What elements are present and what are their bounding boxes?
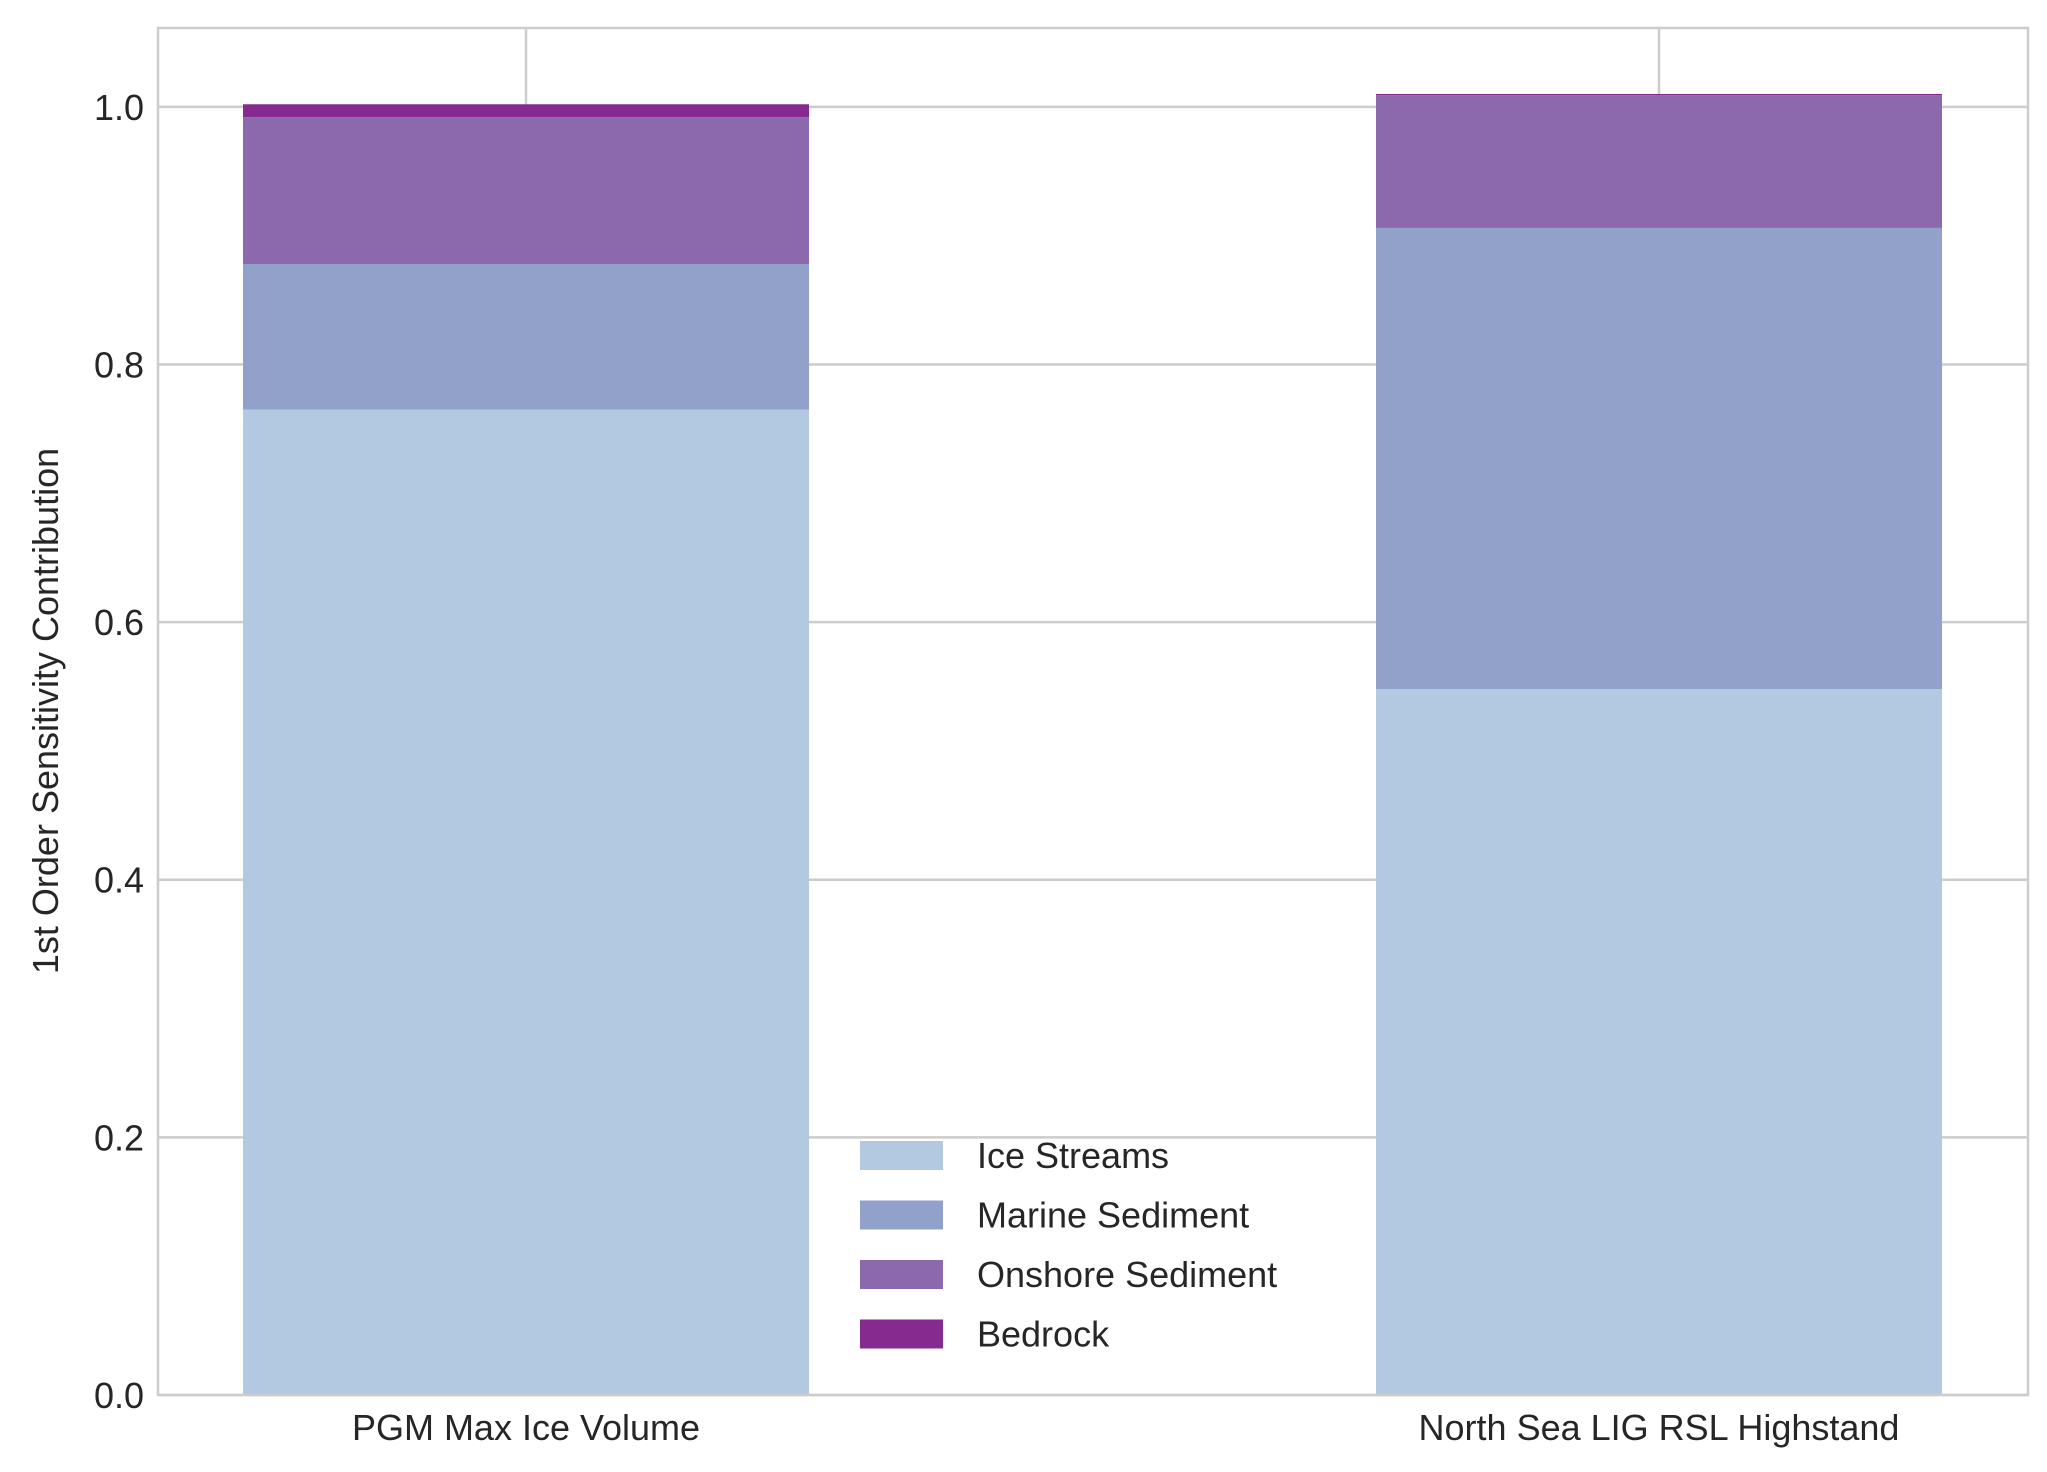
legend-swatch <box>860 1200 943 1230</box>
bars <box>243 93 1942 1395</box>
bar-segment <box>1376 95 1942 228</box>
y-tick-label: 0.6 <box>94 602 144 643</box>
y-tick-label: 0.0 <box>94 1375 144 1416</box>
bar-segment <box>243 409 809 1395</box>
bar-segment <box>1376 227 1942 690</box>
legend-label: Ice Streams <box>977 1135 1169 1176</box>
legend-label: Bedrock <box>977 1314 1110 1355</box>
legend-swatch <box>860 1141 943 1170</box>
x-tick-label: North Sea LIG RSL Highstand <box>1419 1407 1900 1448</box>
bar-segment <box>243 263 809 410</box>
bar-segment <box>243 104 809 118</box>
y-tick-label: 0.8 <box>94 344 144 385</box>
legend-swatch <box>860 1260 943 1289</box>
y-tick-label: 0.4 <box>94 860 144 901</box>
bar-segment <box>1376 689 1942 1395</box>
y-tick-label: 1.0 <box>94 87 144 128</box>
y-tick-labels: 0.0 0.2 0.4 0.6 0.8 1.0 <box>94 87 144 1416</box>
legend-label: Onshore Sediment <box>977 1254 1277 1295</box>
x-tick-label: PGM Max Ice Volume <box>352 1407 700 1448</box>
y-tick-label: 0.2 <box>94 1117 144 1158</box>
legend-label: Marine Sediment <box>977 1195 1249 1236</box>
bar-segment <box>243 117 809 264</box>
x-tick-labels: PGM Max Ice Volume North Sea LIG RSL High… <box>352 1407 1900 1448</box>
plot-frame <box>156 26 2030 1397</box>
bar-segment <box>1376 93 1942 96</box>
y-axis-label: 1st Order Sensitivity Contribution <box>25 448 66 974</box>
legend-swatch <box>860 1319 943 1349</box>
legend: Ice Streams Marine Sediment Onshore Sedime… <box>860 1135 1277 1355</box>
